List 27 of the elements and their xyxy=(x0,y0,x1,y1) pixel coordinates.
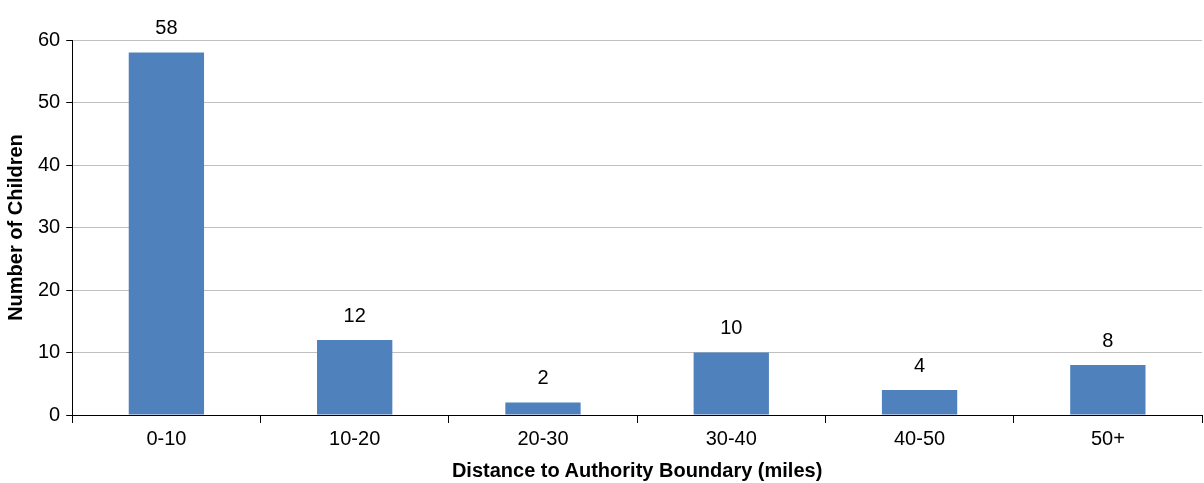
bar xyxy=(128,52,205,415)
x-tick-label: 10-20 xyxy=(329,426,381,449)
bar xyxy=(317,340,393,415)
data-label: 4 xyxy=(914,353,926,376)
y-tick-label: 40 xyxy=(38,152,61,175)
bar xyxy=(881,390,958,415)
x-tick-label: 50+ xyxy=(1090,426,1125,449)
y-tick-label: 30 xyxy=(38,215,61,238)
y-axis-title: Number of Children xyxy=(3,134,26,321)
x-axis-title: Distance to Authority Boundary (miles) xyxy=(451,458,823,481)
data-label: 8 xyxy=(1102,328,1114,351)
data-label: 10 xyxy=(720,316,743,339)
bar xyxy=(693,352,769,415)
y-tick-label: 10 xyxy=(38,340,61,363)
bar xyxy=(505,402,581,415)
x-tick-label: 20-30 xyxy=(517,426,569,449)
x-tick-label: 30-40 xyxy=(705,426,757,449)
y-tick-label: 60 xyxy=(38,27,61,50)
x-tick-label: 40-50 xyxy=(893,426,946,449)
data-label: 58 xyxy=(155,16,178,39)
y-tick-label: 50 xyxy=(38,90,61,113)
bar xyxy=(1070,365,1146,415)
data-label: 2 xyxy=(537,366,549,389)
y-tick-label: 0 xyxy=(49,402,61,425)
data-label: 12 xyxy=(343,303,366,326)
y-tick-label: 20 xyxy=(38,277,61,300)
x-tick-label: 0-10 xyxy=(146,426,187,449)
